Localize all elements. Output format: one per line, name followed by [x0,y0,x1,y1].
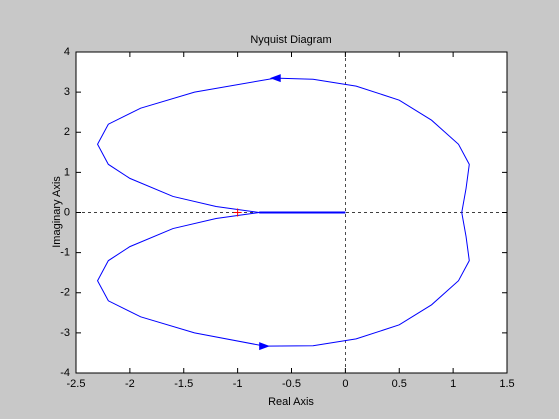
x-tick-label: -1 [233,378,243,390]
x-tick-label: -0.5 [282,378,301,390]
y-tick-label: -4 [60,367,70,379]
x-tick-label: -2 [125,378,135,390]
x-tick-label: 1 [450,378,456,390]
chart-title: Nyquist Diagram [250,34,331,46]
direction-arrow [269,74,281,83]
x-tick-label: -1.5 [174,378,193,390]
direction-arrow [259,342,270,351]
nyquist-curve [96,77,470,347]
x-tick-label: 0.5 [392,378,407,390]
critical-point [233,208,242,217]
y-tick-label: 3 [64,86,70,98]
y-tick-label: -1 [60,247,70,259]
plot-frame [75,51,508,374]
y-tick-label: 0 [64,206,70,218]
y-axis-label: Imaginary Axis [51,176,63,248]
x-tick-label: 1.5 [499,378,514,390]
y-tick-label: 4 [64,46,70,58]
y-tick-label: -2 [60,287,70,299]
x-tick-label: -2.5 [67,378,86,390]
y-tick-label: -3 [60,327,70,339]
x-tick-label: 0 [342,378,348,390]
y-tick-label: 2 [64,126,70,138]
y-tick-label: 1 [64,166,70,178]
x-axis-label: Real Axis [268,396,314,408]
